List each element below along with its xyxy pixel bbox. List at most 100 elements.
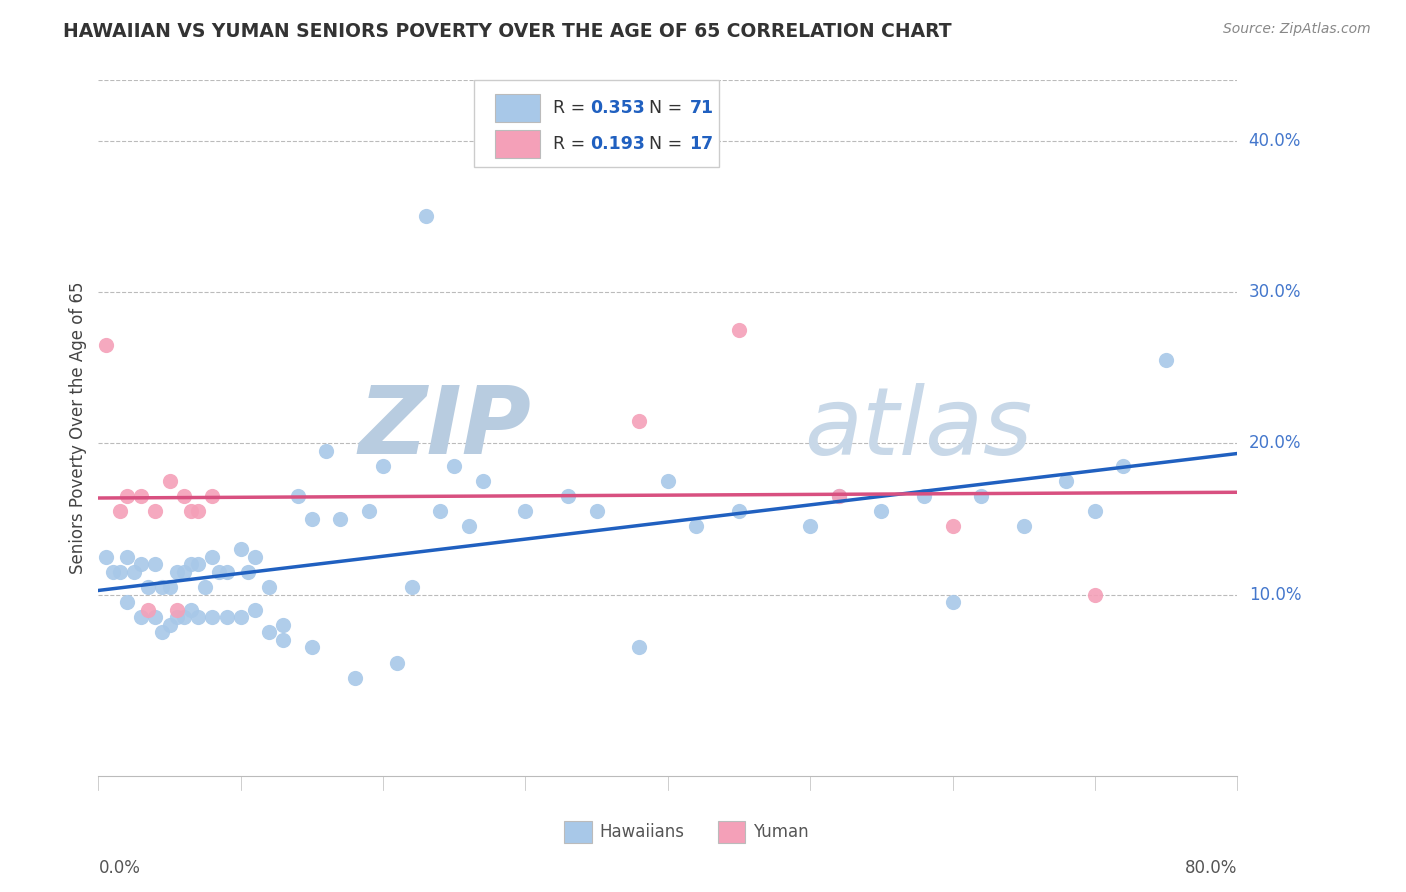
Text: 20.0%: 20.0% — [1249, 434, 1301, 452]
Text: 30.0%: 30.0% — [1249, 283, 1301, 301]
Point — [301, 640, 323, 655]
Point — [129, 489, 152, 503]
Point — [159, 617, 181, 632]
FancyBboxPatch shape — [718, 821, 745, 843]
Text: R =: R = — [553, 135, 591, 153]
Text: atlas: atlas — [804, 383, 1033, 474]
Text: 0.0%: 0.0% — [98, 859, 141, 877]
Point — [429, 504, 451, 518]
Point — [557, 489, 579, 503]
Point — [166, 610, 188, 624]
Point — [457, 519, 479, 533]
Point — [1056, 474, 1078, 488]
Point — [942, 595, 965, 609]
Point — [415, 210, 437, 224]
Point — [166, 565, 188, 579]
Point — [229, 542, 252, 557]
Point — [628, 640, 651, 655]
Point — [1112, 458, 1135, 473]
Point — [173, 565, 195, 579]
Text: Hawaiians: Hawaiians — [599, 822, 685, 840]
Point — [173, 610, 195, 624]
Point — [180, 558, 202, 572]
Point — [301, 512, 323, 526]
Point — [145, 504, 167, 518]
Point — [152, 625, 174, 640]
Point — [912, 489, 935, 503]
Point — [942, 519, 965, 533]
Point — [94, 549, 117, 564]
FancyBboxPatch shape — [474, 80, 718, 168]
Text: 40.0%: 40.0% — [1249, 132, 1301, 150]
Text: N =: N = — [638, 99, 688, 117]
Point — [259, 625, 281, 640]
Point — [357, 504, 380, 518]
Point — [215, 610, 238, 624]
Text: ZIP: ZIP — [359, 382, 531, 475]
Point — [1012, 519, 1035, 533]
Text: 80.0%: 80.0% — [1185, 859, 1237, 877]
Point — [315, 443, 337, 458]
Point — [180, 504, 202, 518]
Point — [471, 474, 494, 488]
Text: 10.0%: 10.0% — [1249, 585, 1301, 604]
Point — [215, 565, 238, 579]
Point — [273, 617, 295, 632]
Point — [152, 580, 174, 594]
Point — [1084, 588, 1107, 602]
Point — [259, 580, 281, 594]
FancyBboxPatch shape — [564, 821, 592, 843]
Point — [145, 558, 167, 572]
Point — [229, 610, 252, 624]
Point — [243, 549, 266, 564]
Point — [387, 656, 409, 670]
Point — [236, 565, 259, 579]
Text: 0.193: 0.193 — [591, 135, 645, 153]
Point — [799, 519, 821, 533]
Point — [122, 565, 145, 579]
Point — [194, 580, 217, 594]
Point — [401, 580, 423, 594]
Point — [870, 504, 893, 518]
Point — [94, 338, 117, 352]
Point — [243, 602, 266, 616]
Text: 17: 17 — [689, 135, 714, 153]
Point — [343, 671, 366, 685]
Text: 0.353: 0.353 — [591, 99, 645, 117]
Point — [115, 489, 138, 503]
Point — [685, 519, 707, 533]
Point — [159, 474, 181, 488]
Point — [828, 489, 851, 503]
Point — [970, 489, 993, 503]
Point — [166, 602, 188, 616]
Point — [108, 565, 131, 579]
Text: HAWAIIAN VS YUMAN SENIORS POVERTY OVER THE AGE OF 65 CORRELATION CHART: HAWAIIAN VS YUMAN SENIORS POVERTY OVER T… — [63, 22, 952, 41]
Point — [187, 558, 209, 572]
Point — [108, 504, 131, 518]
Point — [585, 504, 607, 518]
Point — [115, 595, 138, 609]
Point — [728, 504, 751, 518]
Point — [129, 558, 152, 572]
Point — [1154, 353, 1177, 368]
Y-axis label: Seniors Poverty Over the Age of 65: Seniors Poverty Over the Age of 65 — [69, 282, 87, 574]
Point — [657, 474, 679, 488]
Point — [180, 602, 202, 616]
Text: Source: ZipAtlas.com: Source: ZipAtlas.com — [1223, 22, 1371, 37]
Point — [136, 580, 159, 594]
Point — [115, 549, 138, 564]
Point — [173, 489, 195, 503]
Point — [159, 580, 181, 594]
Point — [187, 504, 209, 518]
Point — [201, 549, 224, 564]
Point — [273, 632, 295, 647]
Point — [329, 512, 352, 526]
Point — [129, 610, 152, 624]
Point — [287, 489, 309, 503]
FancyBboxPatch shape — [495, 130, 540, 158]
Point — [145, 610, 167, 624]
Point — [515, 504, 537, 518]
Text: R =: R = — [553, 99, 591, 117]
Text: Yuman: Yuman — [754, 822, 808, 840]
Text: N =: N = — [638, 135, 688, 153]
